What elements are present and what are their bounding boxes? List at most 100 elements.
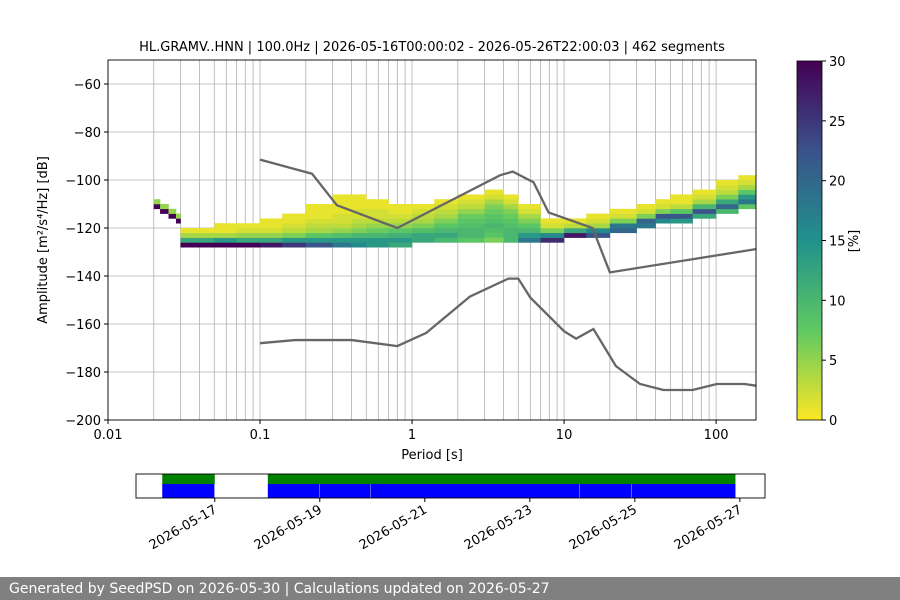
psd-cell	[457, 194, 485, 200]
psd-cell	[503, 213, 519, 219]
psd-cell	[180, 242, 200, 248]
psd-cell	[484, 204, 504, 210]
x-tick-label: 2026-05-23	[462, 502, 535, 553]
psd-cell	[332, 208, 352, 214]
psd-cell	[351, 204, 367, 210]
colorbar-tick-label: 25	[829, 115, 846, 130]
psd-cell	[457, 213, 485, 219]
psd-cell	[351, 208, 367, 214]
psd-cell	[518, 228, 541, 234]
psd-cell	[332, 242, 352, 248]
psd-cell	[716, 189, 739, 195]
psd-cell	[738, 180, 756, 186]
psd-cell	[180, 237, 200, 243]
psd-cell	[609, 218, 637, 224]
x-tick-label: 2026-05-25	[567, 502, 640, 553]
psd-cell	[282, 228, 307, 234]
psd-cell	[236, 223, 261, 229]
timeline-frame	[135, 473, 766, 499]
psd-cell	[305, 242, 333, 248]
psd-cell	[282, 232, 307, 238]
psd-cell	[388, 237, 413, 243]
psd-segment	[371, 484, 580, 498]
psd-cell	[484, 189, 504, 195]
psd-cell	[457, 208, 485, 214]
colorbar-tick-label: 10	[829, 294, 846, 309]
psd-cell	[484, 213, 504, 219]
psd-cell	[518, 218, 541, 224]
psd-cell	[351, 218, 367, 224]
psd-cell	[503, 223, 519, 229]
psd-cell	[351, 199, 367, 205]
psd-cell	[564, 223, 587, 229]
psd-cell	[692, 208, 717, 214]
psd-cell	[214, 232, 237, 238]
psd-cell	[412, 213, 435, 219]
psd-cells	[153, 175, 756, 248]
psd-cell	[518, 208, 541, 214]
colorbar-tick-label: 5	[829, 354, 837, 369]
psd-cell	[199, 242, 215, 248]
psd-cell	[236, 232, 261, 238]
psd-cell	[540, 218, 565, 224]
psd-cell	[388, 232, 413, 238]
psd-cell	[457, 223, 485, 229]
psd-cell	[655, 208, 671, 214]
psd-cell	[366, 204, 389, 210]
psd-cell	[457, 228, 485, 234]
psd-cell	[503, 237, 519, 243]
psd-cell	[434, 237, 459, 243]
psd-cell	[586, 218, 611, 224]
data-segment	[267, 474, 736, 484]
psd-cell	[564, 232, 587, 238]
psd-cell	[434, 223, 459, 229]
psd-cell	[716, 180, 739, 186]
colorbar-tick-label: 30	[829, 55, 846, 70]
psd-cell	[332, 218, 352, 224]
x-tick-label: 100	[704, 428, 729, 443]
psd-cell	[434, 208, 459, 214]
psd-cell	[282, 213, 307, 219]
psd-cell	[236, 237, 261, 243]
psd-cell	[434, 228, 459, 234]
y-tick-label: −120	[65, 222, 101, 237]
psd-cell	[738, 184, 756, 190]
psd-cell	[716, 194, 739, 200]
psd-cell	[692, 189, 717, 195]
psd-cell	[351, 213, 367, 219]
colorbar-tick-label: 0	[829, 414, 837, 429]
psd-cell	[366, 213, 389, 219]
psd-cell	[175, 213, 181, 219]
psd-cell	[457, 232, 485, 238]
psd-cell	[540, 223, 565, 229]
psd-cell	[692, 204, 717, 210]
psd-cell	[260, 242, 283, 248]
psd-cell	[503, 218, 519, 224]
psd-cell	[305, 204, 333, 210]
psd-cell	[636, 213, 656, 219]
psd-cell	[332, 194, 352, 200]
y-tick-label: −60	[74, 78, 101, 93]
psd-cell	[609, 228, 637, 234]
psd-cell	[609, 213, 637, 219]
y-tick-label: −200	[65, 414, 101, 429]
psd-cell	[214, 223, 237, 229]
psd-cell	[692, 199, 717, 205]
footer: Generated by SeedPSD on 2026-05-30 | Cal…	[0, 577, 900, 600]
psd-cell	[518, 223, 541, 229]
psd-cell	[586, 228, 611, 234]
colorbar	[796, 60, 823, 421]
psd-cell	[305, 223, 333, 229]
psd-cell	[388, 218, 413, 224]
psd-cell	[168, 208, 177, 214]
psd-cell	[260, 237, 283, 243]
psd-cell	[503, 204, 519, 210]
psd-cell	[351, 232, 367, 238]
psd-cell	[366, 208, 389, 214]
x-tick-label: 2026-05-17	[147, 502, 220, 553]
psd-cell	[636, 218, 656, 224]
y-tick-label: −100	[65, 174, 101, 189]
psd-cell	[655, 204, 671, 210]
psd-cell	[175, 218, 181, 224]
